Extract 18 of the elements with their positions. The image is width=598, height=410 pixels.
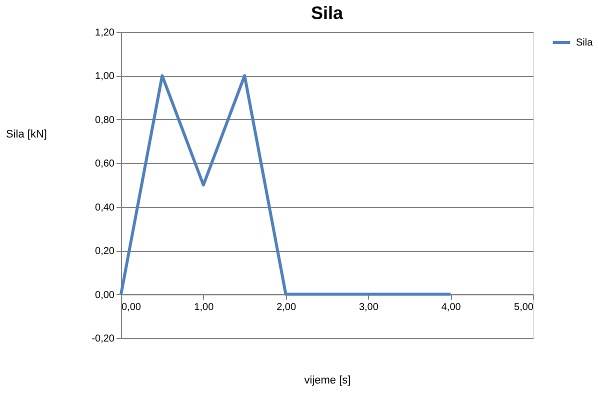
x-tick-label: 0,00 [122, 302, 142, 313]
y-tick-label: 0,00 [95, 290, 115, 301]
legend-label: Sila [576, 38, 594, 48]
chart-title: Sila [310, 3, 344, 23]
y-tick-label: 0,40 [95, 202, 115, 214]
y-tick-label: 0,60 [95, 158, 115, 170]
x-tick-label: 4,00 [441, 302, 462, 313]
x-axis-title: vijeme [s] [304, 374, 351, 386]
x-tick-label: 3,00 [358, 302, 379, 313]
y-tick-label: 1,20 [95, 28, 115, 38]
x-tick-label: 1,00 [194, 302, 214, 313]
x-tick-label: 5,00 [514, 302, 534, 313]
y-tick-label: -0,20 [92, 334, 115, 344]
y-axis-title: Sila [kN] [6, 128, 47, 141]
y-tick-label: 0,20 [95, 246, 115, 258]
y-tick-label: 1,00 [95, 71, 115, 82]
y-tick-label: 0,80 [95, 114, 115, 126]
x-tick-label: 2,00 [276, 302, 296, 313]
